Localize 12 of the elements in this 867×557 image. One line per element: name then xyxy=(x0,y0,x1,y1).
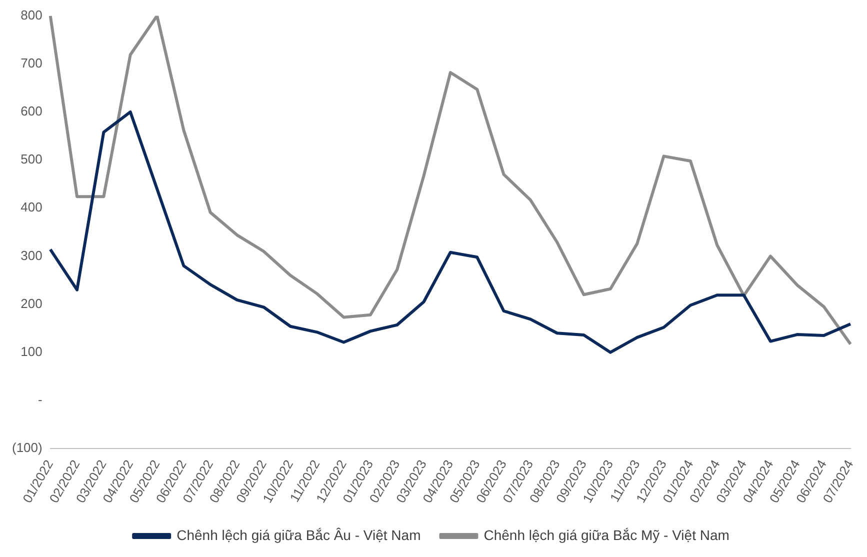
y-tick-label: 400 xyxy=(20,200,42,215)
legend-label: Chênh lệch giá giữa Bắc Mỹ - Việt Nam xyxy=(484,526,730,543)
y-tick-label: (100) xyxy=(12,440,42,456)
y-tick-label: 700 xyxy=(20,55,42,70)
y-tick-label: 100 xyxy=(20,344,42,359)
y-tick-label: 600 xyxy=(20,104,42,119)
y-tick-label: 300 xyxy=(20,248,42,263)
y-tick-label: - xyxy=(38,392,42,408)
legend-label: Chênh lệch giá giữa Bắc Âu - Việt Nam xyxy=(176,526,421,543)
y-tick-label: 500 xyxy=(20,152,42,167)
y-tick-label: 200 xyxy=(20,296,42,311)
y-tick-label: 800 xyxy=(20,7,42,22)
